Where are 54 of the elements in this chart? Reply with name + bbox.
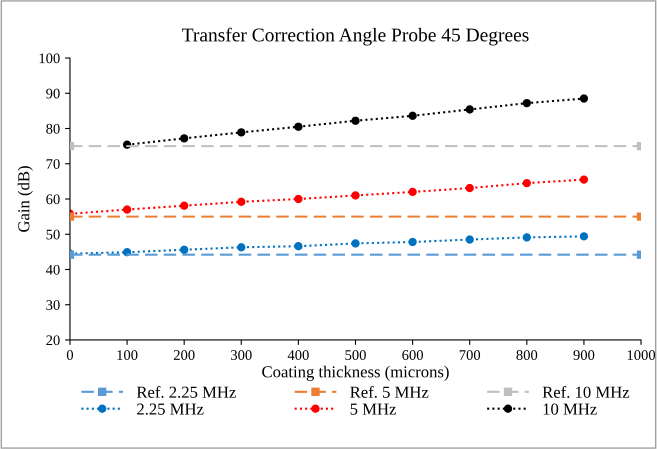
point (294, 122, 303, 131)
legend-label: Ref. 2.25 MHz (136, 386, 236, 398)
y-tick-label: 100 (40, 53, 60, 64)
point (180, 134, 188, 143)
point (122, 205, 132, 214)
x-tick-label: 900 (573, 350, 594, 360)
x-tick-label: 0 (66, 350, 74, 360)
point (294, 242, 303, 250)
x-tick-label: 600 (402, 350, 423, 360)
point (580, 94, 588, 103)
point (351, 116, 360, 125)
point (237, 243, 246, 252)
point (351, 239, 360, 248)
point (237, 198, 246, 206)
legend-label: 2.25 MHz (137, 404, 204, 415)
point (522, 233, 531, 242)
point (180, 202, 188, 210)
chart-title: Transfer Correction Angle Probe 45 Degrees (182, 28, 529, 46)
y-tick-label: 30 (46, 300, 60, 310)
x-tick-label: 300 (231, 350, 252, 360)
y-axis-title: Gain (dB) (18, 166, 33, 232)
point (580, 232, 588, 241)
legend-label: 10 MHz (544, 403, 597, 415)
point (522, 98, 531, 108)
point (180, 246, 188, 254)
point (294, 194, 303, 204)
point (522, 178, 531, 188)
point (466, 235, 474, 244)
y-tick-label: 80 (46, 124, 60, 134)
point (580, 175, 588, 184)
x-tick-label: 400 (288, 350, 309, 360)
y-tick-label: 90 (46, 88, 60, 98)
x-tick-label: 1000 (628, 350, 656, 360)
x-axis-title: Coating thickness (microns) (262, 366, 449, 381)
point (408, 238, 417, 246)
point (466, 105, 474, 114)
legend-label: 5 MHz (350, 404, 396, 415)
x-tick-label: 500 (345, 350, 366, 360)
point (237, 128, 246, 137)
y-tick-label: 20 (46, 335, 60, 346)
x-tick-label: 700 (460, 350, 480, 360)
point (408, 112, 417, 120)
y-tick-label: 60 (46, 194, 60, 204)
y-tick-label: 50 (46, 230, 60, 240)
x-tick-label: 200 (174, 350, 195, 360)
x-tick-label: 800 (516, 350, 538, 360)
y-tick-label: 40 (46, 264, 60, 275)
legend-label: Ref. 5 MHz (350, 386, 428, 398)
y-tick-label: 70 (46, 159, 60, 169)
legend-label: Ref. 10 MHz (542, 386, 630, 398)
x-tick-label: 100 (117, 350, 138, 360)
point (466, 184, 474, 192)
point (351, 191, 360, 200)
point (408, 188, 417, 196)
